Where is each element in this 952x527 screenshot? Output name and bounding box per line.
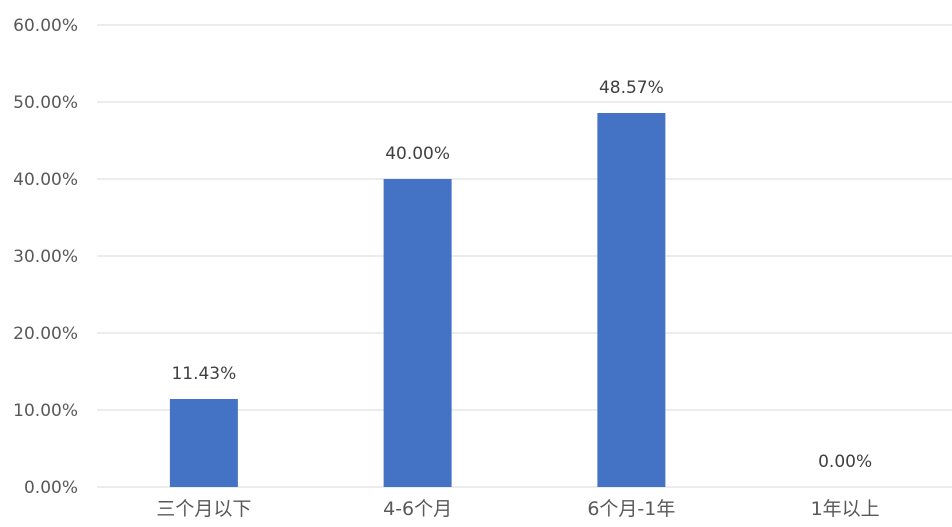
data-labels: 11.43% 40.00% 48.57% 0.00% (171, 78, 872, 472)
y-axis-tick-labels: 0.00% 10.00% 20.00% 30.00% 40.00% 50.00% 60.00… (13, 16, 78, 498)
bar (169, 398, 238, 487)
data-label: 48.57% (599, 78, 664, 98)
category-label: 1年以上 (811, 498, 880, 520)
bar (597, 113, 666, 488)
category-label: 三个月以下 (156, 498, 251, 520)
data-label: 11.43% (171, 364, 236, 384)
y-tick-label: 50.00% (13, 93, 78, 113)
y-tick-label: 30.00% (13, 247, 78, 267)
y-tick-label: 0.00% (24, 478, 78, 498)
bars (169, 113, 666, 488)
x-axis-category-labels: 三个月以下 4-6个月 6个月-1年 1年以上 (156, 498, 879, 520)
category-label: 6个月-1年 (587, 498, 675, 520)
category-label: 4-6个月 (383, 498, 452, 520)
y-tick-label: 60.00% (13, 16, 78, 36)
bar (383, 179, 452, 487)
y-tick-label: 20.00% (13, 324, 78, 344)
grid-layer (97, 24, 952, 488)
y-tick-label: 40.00% (13, 170, 78, 190)
data-label: 0.00% (818, 452, 872, 472)
data-label: 40.00% (385, 144, 450, 164)
y-tick-label: 10.00% (13, 401, 78, 421)
